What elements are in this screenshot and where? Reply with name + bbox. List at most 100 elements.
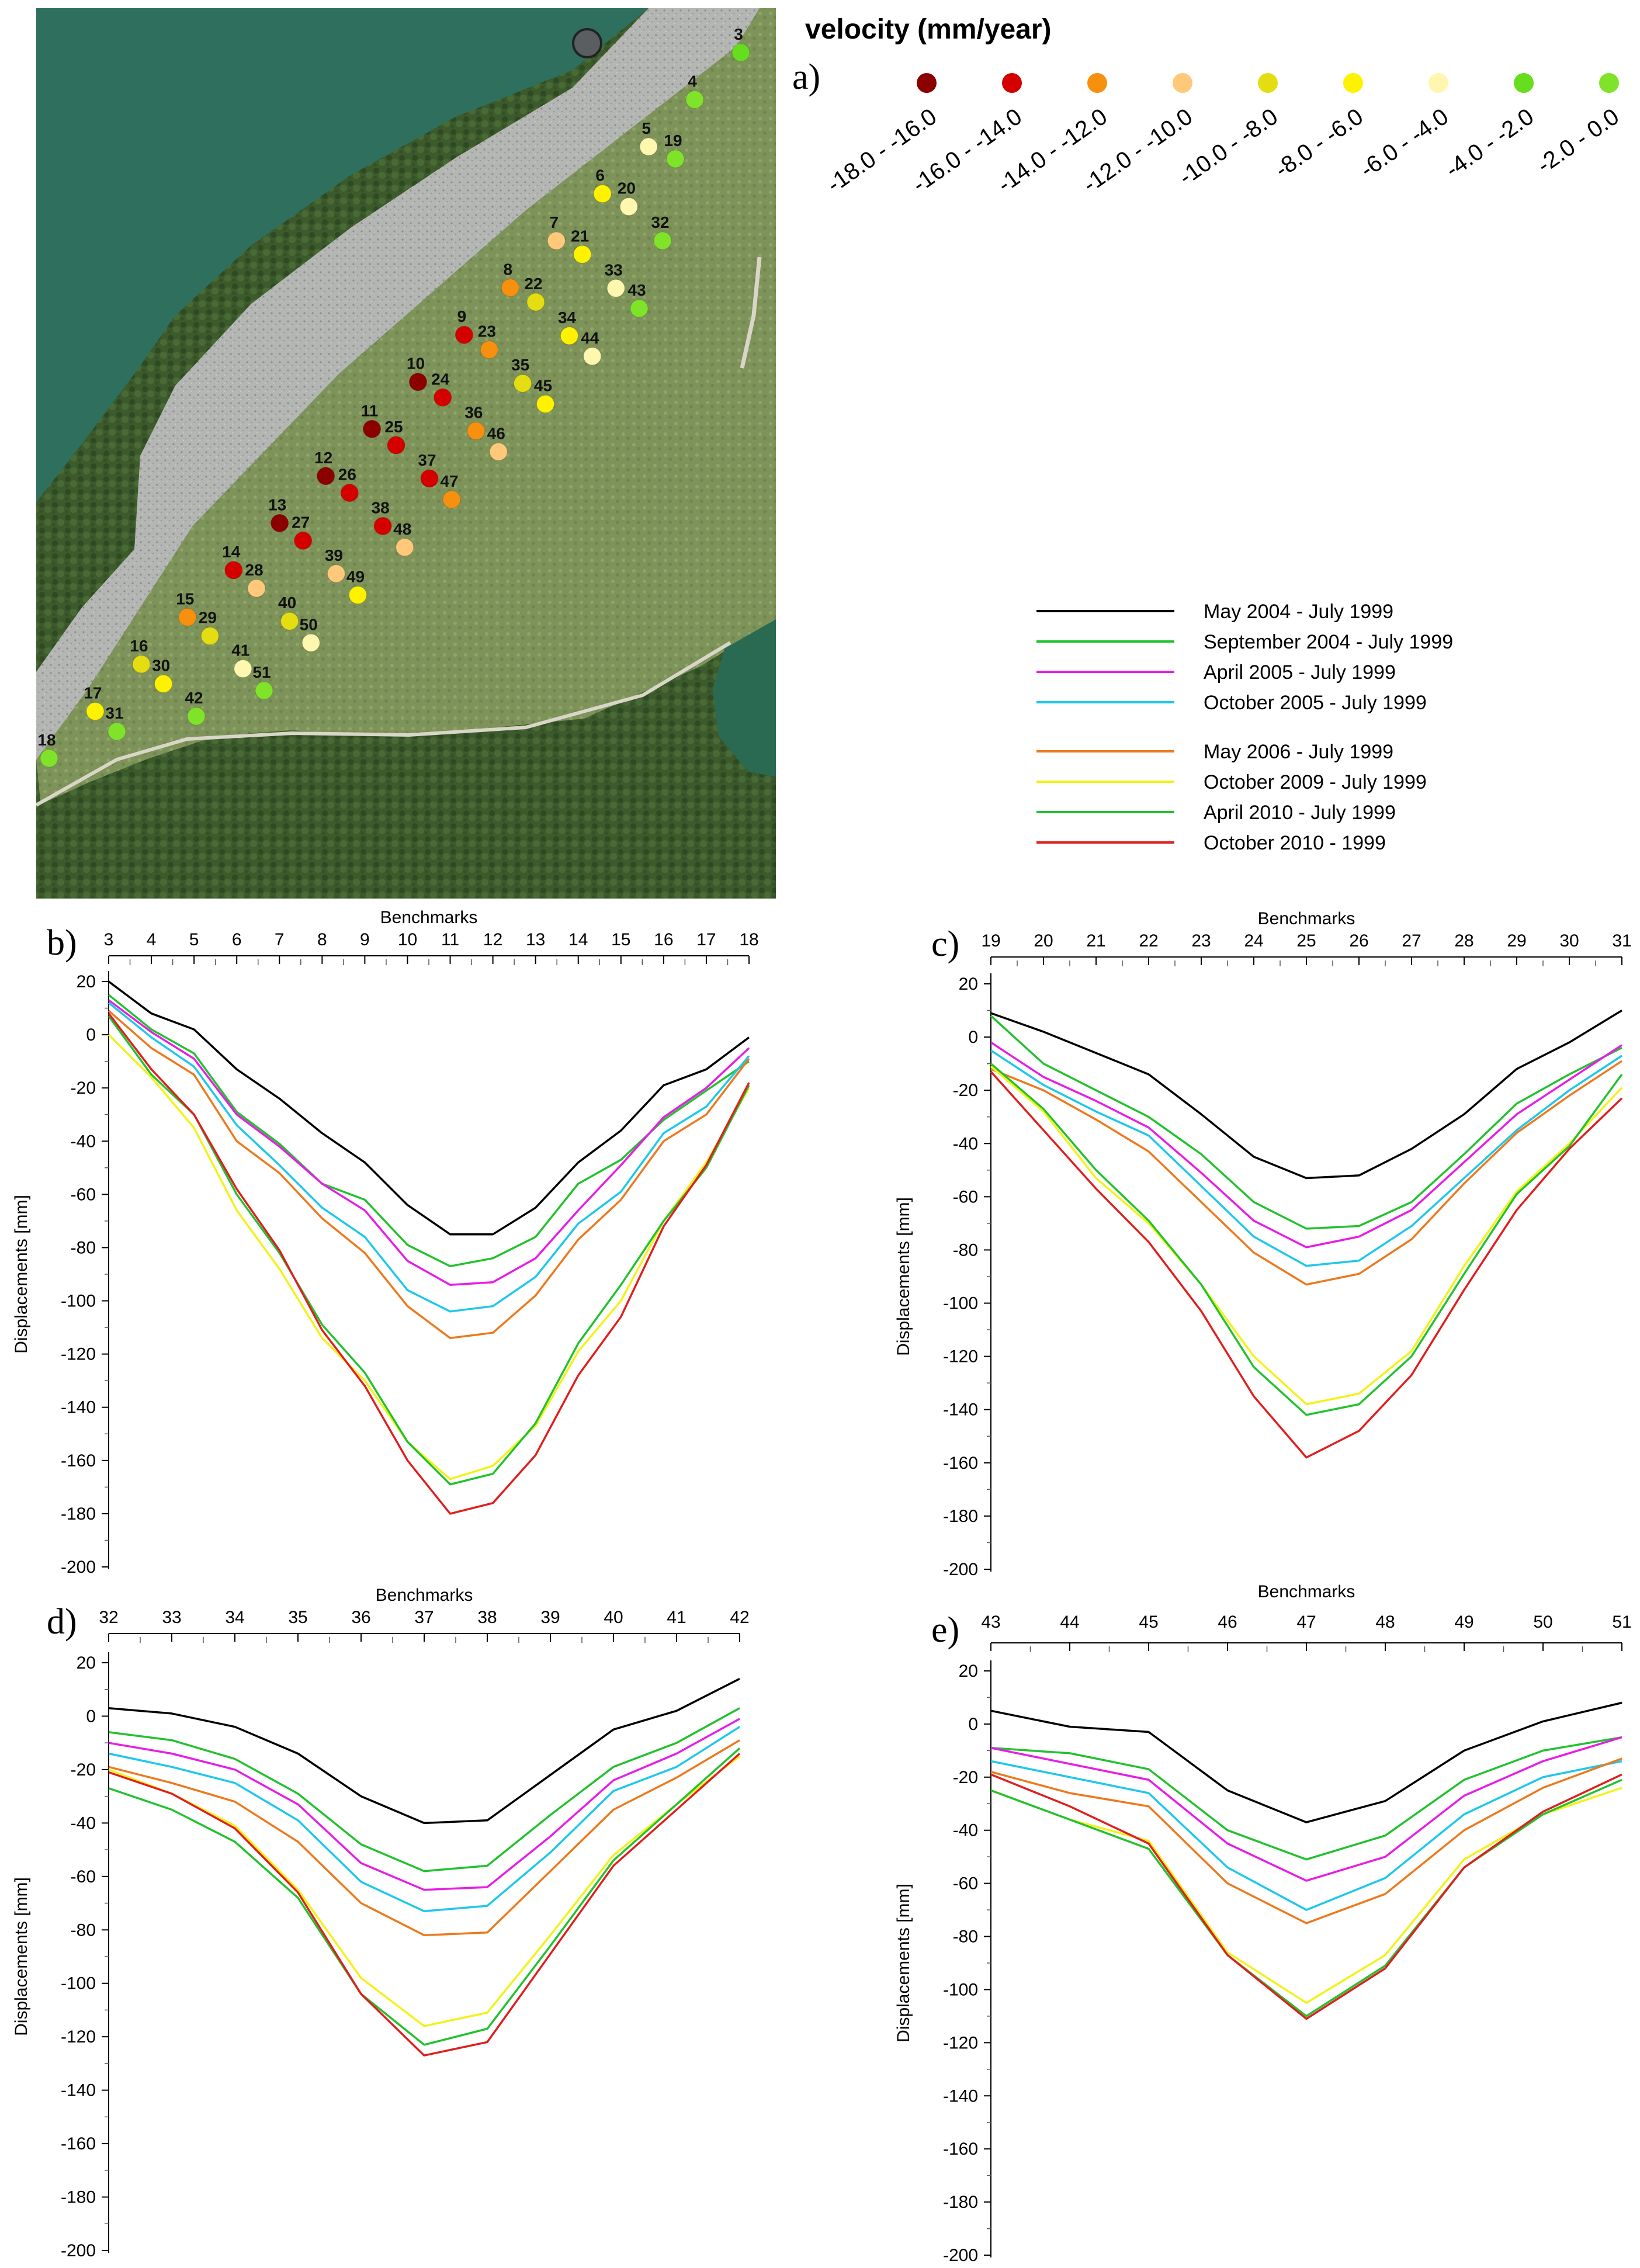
panel-label: c) [931,924,959,964]
y-tick-label: -80 [953,1240,978,1260]
legend-entry-label: April 2005 - July 1999 [1204,661,1396,684]
velocity-class-swatch [1343,73,1363,93]
benchmark-point [349,586,367,604]
x-tick-label: 49 [1454,1612,1473,1632]
x-tick-label: 48 [1375,1612,1395,1632]
y-tick-label: -20 [71,1078,96,1098]
benchmark-point [442,490,461,509]
x-tick-label: 7 [275,930,285,949]
benchmark-point [387,436,405,455]
x-tick-label: 34 [225,1608,244,1627]
series-line [990,1760,1622,1911]
x-tick-label: 24 [1244,931,1263,951]
series-line [990,1015,1622,1230]
benchmark-point [731,43,750,62]
velocity-class-swatch [1173,73,1192,93]
series-line [990,1736,1622,1861]
legend-entry-label: September 2004 - July 1999 [1204,631,1453,653]
y-tick-label: 0 [968,1028,978,1047]
x-tick-label: 40 [604,1608,623,1627]
benchmark-label: 15 [176,589,194,608]
x-axis-title: Benchmarks [380,908,478,927]
benchmark-label: 8 [504,261,513,279]
y-tick-label: -80 [71,1920,96,1940]
x-tick-label: 3 [104,930,114,949]
panel-label: e) [931,1610,959,1650]
y-tick-label: -180 [61,1504,96,1524]
benchmark-point [455,325,473,344]
benchmark-label: 25 [384,418,403,436]
benchmark-point [373,516,392,535]
benchmark-point [619,197,638,216]
series-line [108,1677,740,1825]
series-line [108,1753,741,2057]
velocity-class-label: -4.0 - -2.0 [1441,103,1538,183]
benchmark-label: 31 [105,704,123,722]
benchmark-point [536,395,554,413]
series-line [990,1773,1622,2020]
benchmark-point [200,627,219,646]
y-tick-label: -20 [953,1768,978,1787]
y-tick-label: -60 [953,1874,978,1894]
y-tick-label: -160 [943,2139,978,2159]
benchmark-point [363,419,382,438]
benchmark-label: 46 [487,424,505,442]
benchmark-point [434,388,452,407]
benchmark-point [187,707,206,726]
benchmark-label: 48 [393,520,411,538]
benchmark-point [327,564,345,583]
benchmark-label: 50 [300,615,318,633]
y-tick-label: -120 [61,2027,96,2047]
benchmark-label: 24 [431,370,450,388]
panel-label: d) [47,1602,77,1642]
benchmark-label: 21 [571,227,589,245]
y-tick-label: -180 [61,2188,96,2207]
benchmark-label: 26 [338,466,356,484]
benchmark-label: 40 [278,594,296,612]
y-tick-label: -200 [943,2246,978,2265]
x-tick-label: 9 [360,930,370,949]
x-tick-label: 10 [398,930,417,949]
series-line [108,1707,740,1872]
y-tick-label: -100 [61,1292,96,1311]
x-tick-label: 46 [1218,1612,1237,1632]
velocity-class-label: -2.0 - 0.0 [1532,103,1624,178]
benchmark-label: 12 [314,449,332,467]
y-tick-label: -180 [943,1507,978,1526]
y-tick-label: -40 [953,1134,978,1153]
benchmark-label: 42 [185,689,203,707]
velocity-class-swatch [917,73,937,93]
x-tick-label: 11 [441,930,459,949]
chart-panel-d: d) Benchmarks 32 33 34 35 36 37 38 39 40 41 42 20 0 -20… [12,1586,750,2260]
benchmark-label: 20 [618,179,636,197]
series-line [108,1015,750,1486]
benchmark-point [40,749,58,768]
x-tick-label: 6 [232,930,242,949]
x-tick-label: 51 [1612,1612,1631,1632]
benchmark-point [630,299,649,318]
series-line [990,1010,1622,1180]
y-axis-title: Displacements [mm] [12,1195,31,1354]
x-tick-label: 50 [1533,1612,1552,1632]
benchmark-point [280,612,299,630]
x-tick-label: 13 [526,930,545,949]
intake-tower [572,28,602,58]
x-tick-label: 38 [477,1608,497,1627]
benchmark-label: 10 [407,355,425,373]
benchmark-point [467,422,486,441]
chart-panel-b: b) Benchmarks 3 4 5 6 7 8 9 10 11 12 13 14 15 16 17 18 20 0… [12,908,759,1577]
velocity-class-label: -8.0 - -6.0 [1270,103,1368,183]
x-tick-label: 15 [611,930,630,949]
benchmark-label: 3 [734,25,743,43]
y-axis-title: Displacements [mm] [894,1884,913,2042]
benchmark-label: 49 [346,568,365,586]
y-tick-label: -200 [943,1560,978,1579]
series-line [108,1739,740,1937]
chart-panel-c: c) Benchmarks 19 20 21 22 23 24 25 26 27 28 29 30 31 20… [894,909,1632,1579]
y-tick-label: 0 [968,1715,978,1734]
benchmark-point [480,341,498,359]
y-tick-label: -120 [943,1347,978,1367]
benchmark-label: 11 [361,401,379,419]
benchmark-label: 44 [581,329,599,347]
